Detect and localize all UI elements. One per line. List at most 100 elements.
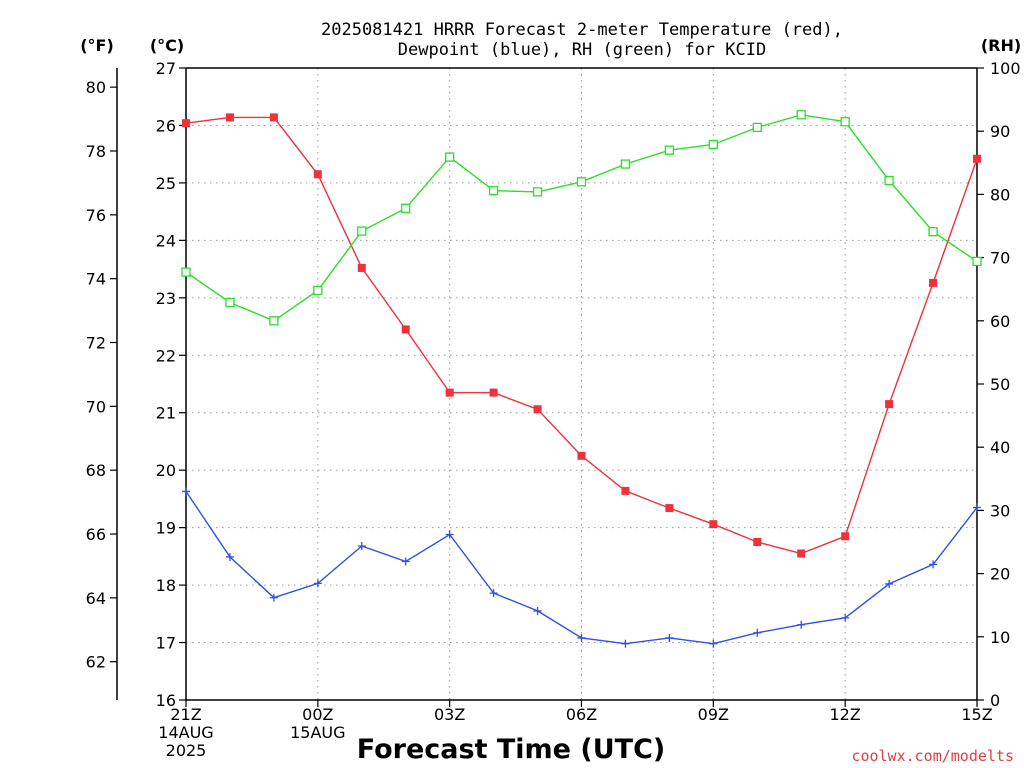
tick-labels: 16 17 18 19 20 21 22 23 24 25 26 27 62 64 66 68 70 72 74 76… bbox=[86, 59, 1021, 760]
rh-point bbox=[357, 226, 367, 236]
dewpoint-point bbox=[533, 606, 542, 615]
x-tick-label: 12Z bbox=[830, 705, 861, 724]
rh-point bbox=[928, 227, 938, 237]
fahrenheit-axis-unit: (°F) bbox=[80, 36, 114, 55]
rh-point bbox=[972, 256, 982, 267]
temperature-point bbox=[182, 119, 190, 128]
celsius-tick-label: 26 bbox=[156, 116, 176, 135]
dewpoint-point bbox=[665, 633, 674, 642]
temperature-point bbox=[797, 549, 806, 558]
rh-tick-label: 0 bbox=[990, 691, 1000, 710]
temperature-point bbox=[445, 388, 454, 397]
temperature-point bbox=[665, 504, 674, 513]
temperature-point bbox=[885, 400, 894, 409]
dewpoint-point bbox=[182, 487, 190, 496]
celsius-tick-label: 27 bbox=[156, 59, 176, 78]
rh-tick-label: 60 bbox=[990, 312, 1010, 331]
celsius-tick-label: 23 bbox=[156, 289, 176, 308]
dewpoint-point bbox=[797, 620, 806, 629]
rh-point bbox=[840, 117, 850, 127]
temperature-point bbox=[709, 520, 718, 529]
temperature-point bbox=[841, 532, 850, 541]
fahrenheit-tick-label: 80 bbox=[86, 78, 106, 97]
celsius-tick-label: 16 bbox=[156, 691, 176, 710]
x-tick-label: 06Z bbox=[566, 705, 597, 724]
rh-point bbox=[313, 285, 323, 296]
temperature-point bbox=[577, 451, 586, 460]
axes bbox=[110, 67, 984, 707]
fahrenheit-tick-label: 64 bbox=[86, 589, 106, 608]
rh-point bbox=[664, 145, 675, 155]
x-tick-label: 00Z bbox=[302, 705, 333, 724]
temperature-point bbox=[269, 113, 278, 122]
dewpoint-point bbox=[621, 639, 630, 648]
rh-tick-label: 70 bbox=[990, 249, 1010, 268]
fahrenheit-tick-label: 66 bbox=[86, 525, 106, 544]
dewpoint-point bbox=[929, 560, 938, 569]
series-lines bbox=[181, 110, 982, 648]
celsius-tick-label: 25 bbox=[156, 174, 176, 193]
celsius-tick-label: 18 bbox=[156, 576, 176, 595]
fahrenheit-tick-label: 72 bbox=[86, 334, 106, 353]
dewpoint-point bbox=[445, 530, 454, 539]
chart-title: 2025081421 HRRR Forecast 2-meter Tempera… bbox=[321, 20, 843, 60]
celsius-tick-label: 17 bbox=[156, 634, 176, 653]
rh-point bbox=[708, 139, 718, 150]
dewpoint-point bbox=[313, 579, 322, 588]
x-tick-label: 15Z bbox=[961, 705, 992, 724]
celsius-tick-label: 20 bbox=[156, 461, 176, 480]
rh-point bbox=[269, 316, 279, 326]
rh-tick-label: 30 bbox=[990, 501, 1010, 520]
dewpoint-point bbox=[841, 613, 850, 622]
temperature-point bbox=[401, 325, 410, 334]
fahrenheit-tick-label: 62 bbox=[86, 653, 106, 672]
rh-tick-label: 100 bbox=[990, 59, 1021, 78]
rh-point bbox=[796, 110, 806, 120]
title-line-1: 2025081421 HRRR Forecast 2-meter Tempera… bbox=[321, 20, 843, 40]
temperature-point bbox=[489, 388, 498, 397]
rh-tick-label: 90 bbox=[990, 122, 1010, 141]
rh-point bbox=[752, 122, 762, 133]
celsius-tick-label: 19 bbox=[156, 519, 176, 538]
temperature-point bbox=[929, 278, 938, 287]
fahrenheit-tick-label: 78 bbox=[86, 142, 106, 161]
x-tick-label: 09Z bbox=[698, 705, 729, 724]
temperature-point bbox=[753, 538, 762, 546]
temperature-point bbox=[357, 263, 366, 272]
dewpoint-point bbox=[709, 639, 718, 648]
celsius-tick-label: 22 bbox=[156, 346, 176, 365]
rh-point bbox=[445, 152, 455, 162]
celsius-tick-label: 24 bbox=[156, 231, 176, 250]
x-tick-label: 03Z bbox=[434, 705, 465, 724]
rh-point bbox=[401, 203, 411, 213]
rh-point bbox=[620, 159, 631, 169]
rh-tick-label: 10 bbox=[990, 628, 1010, 647]
celsius-tick-label: 21 bbox=[156, 404, 176, 423]
temperature-point bbox=[533, 405, 542, 414]
rh-point bbox=[225, 297, 235, 308]
dewpoint-point bbox=[577, 633, 586, 642]
rh-axis-unit: (RH) bbox=[981, 36, 1021, 55]
celsius-axis-unit: (°C) bbox=[150, 36, 184, 55]
title-line-2: Dewpoint (blue), RH (green) for KCID bbox=[398, 40, 766, 60]
x-tick-date-label: 15AUG bbox=[290, 723, 345, 742]
rh-point bbox=[884, 175, 894, 186]
x-tick-date-label: 14AUG bbox=[158, 723, 213, 742]
site-credit: coolwx.com/modelts bbox=[851, 747, 1014, 765]
dewpoint-point bbox=[269, 593, 278, 602]
rh-tick-label: 50 bbox=[990, 375, 1010, 394]
dewpoint-point bbox=[357, 542, 366, 551]
rh-point bbox=[488, 185, 499, 196]
temperature-point bbox=[621, 486, 630, 495]
rh-point bbox=[181, 267, 191, 277]
rh-tick-label: 40 bbox=[990, 438, 1010, 457]
rh-point bbox=[576, 177, 587, 187]
x-tick-label: 21Z bbox=[170, 705, 201, 724]
dewpoint-point bbox=[489, 589, 498, 598]
rh-point bbox=[532, 187, 543, 197]
temperature-point bbox=[225, 113, 234, 122]
dewpoint-point bbox=[885, 579, 894, 588]
fahrenheit-tick-label: 70 bbox=[86, 397, 106, 416]
fahrenheit-tick-label: 76 bbox=[86, 206, 106, 225]
